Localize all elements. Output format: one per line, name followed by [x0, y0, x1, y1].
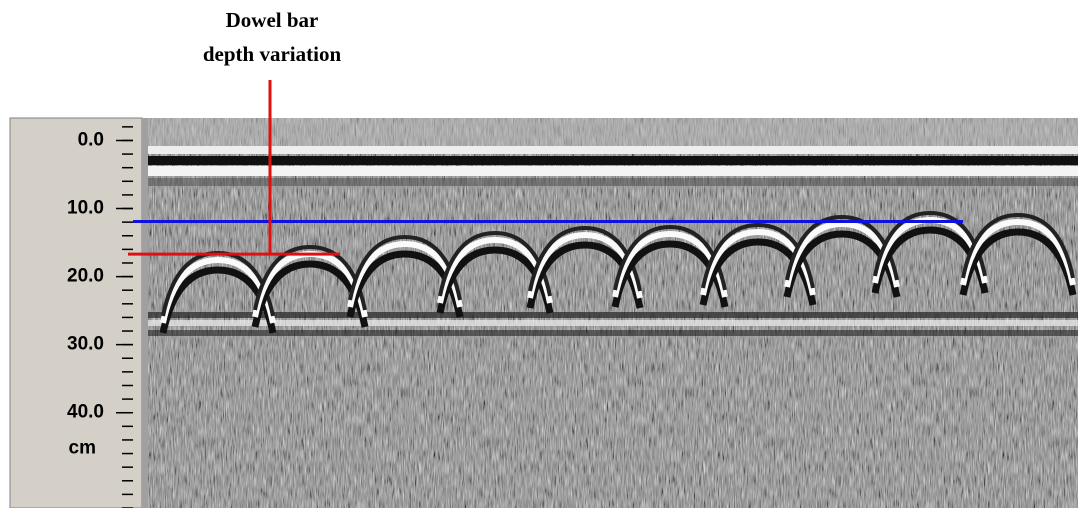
radargram-figure: Dowel bar depth variation 0.0 10.0 20.0 30.…	[0, 0, 1078, 508]
surface-band	[148, 178, 1078, 186]
layer-band	[148, 312, 1078, 318]
radargram	[148, 118, 1078, 508]
surface-band	[148, 146, 1078, 154]
layer-band	[148, 330, 1078, 336]
surface-band	[148, 166, 1078, 176]
surface-band	[148, 118, 1078, 146]
unit-label: cm	[69, 438, 96, 459]
tick-label: 30.0	[67, 334, 104, 355]
tick-label: 20.0	[67, 266, 104, 287]
tick-label: 0.0	[78, 129, 104, 150]
layer-band	[148, 320, 1078, 326]
tick-label: 40.0	[67, 402, 104, 423]
panel-divider	[142, 118, 148, 508]
annotation-text: Dowel bar	[226, 8, 319, 32]
page: Dowel bar depth variation 0.0 10.0 20.0 30.…	[0, 0, 1078, 508]
surface-band	[148, 156, 1078, 165]
tick-label: 10.0	[67, 198, 104, 219]
annotation-text: depth variation	[203, 42, 342, 66]
